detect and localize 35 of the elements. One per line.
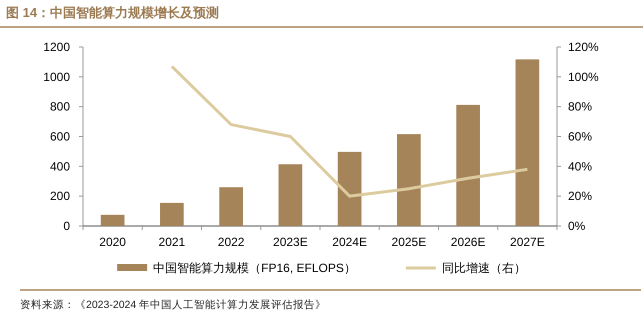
bar — [160, 202, 184, 226]
y2-tick-label: 40% — [568, 159, 592, 174]
bar — [516, 59, 540, 226]
y-tick-label: 0 — [63, 219, 70, 233]
y-tick-label: 1200 — [43, 40, 70, 54]
y-tick-label: 1000 — [43, 70, 70, 84]
line-series — [170, 64, 529, 198]
y-tick-label: 400 — [50, 159, 70, 174]
y2-tick-label: 0% — [568, 219, 586, 233]
y2-tick-label: 60% — [568, 130, 592, 144]
bar — [456, 104, 480, 226]
chart-title: 图 14：中国智能算力规模增长及预测 — [6, 5, 220, 20]
y-tick-label: 200 — [50, 189, 70, 204]
bar — [397, 134, 421, 226]
legend-label: 中国智能算力规模（FP16, EFLOPS） — [153, 261, 356, 275]
bar — [100, 214, 124, 226]
x-tick-label: 2027E — [510, 235, 545, 249]
y-tick-label: 600 — [50, 130, 70, 144]
y2-tick-label: 80% — [568, 100, 592, 114]
x-tick-label: 2026E — [450, 235, 486, 249]
x-tick-label: 2024E — [332, 235, 367, 249]
y2-tick-label: 20% — [568, 189, 592, 204]
y2-tick-label: 120% — [568, 40, 600, 54]
x-tick-label: 2020 — [99, 235, 126, 249]
x-tick-label: 2025E — [392, 235, 426, 249]
x-tick-label: 2022 — [218, 235, 245, 249]
x-tick-label: 2023E — [273, 235, 308, 249]
bar — [219, 187, 243, 226]
y-tick-label: 800 — [50, 100, 70, 114]
bar — [278, 164, 302, 226]
bar — [338, 152, 362, 226]
text: 资料来源：《2023-2024 年中国人工智能计算力发展评估报告》 — [20, 298, 326, 311]
y2-tick-label: 100% — [568, 70, 600, 84]
x-tick-label: 2021 — [158, 235, 186, 249]
legend-label: 同比增速（右） — [442, 261, 526, 275]
